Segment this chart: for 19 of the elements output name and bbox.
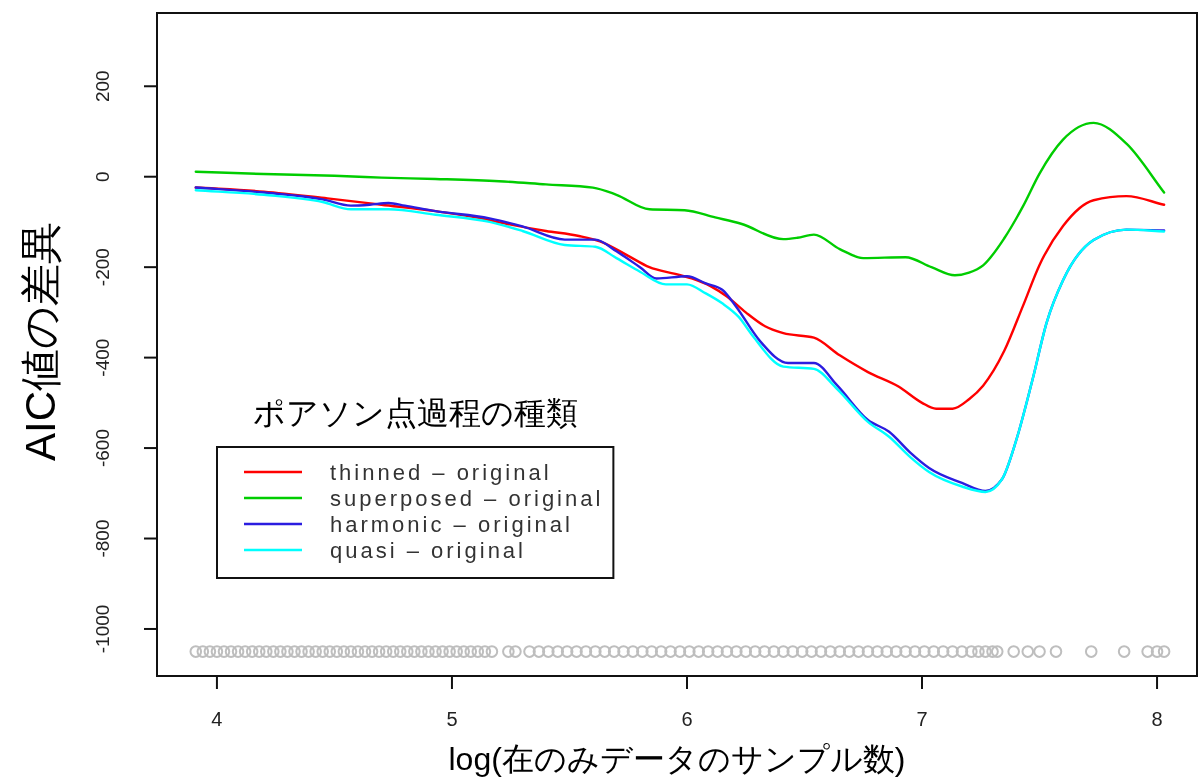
legend-label: quasi – original (330, 538, 526, 563)
x-tick-label: 5 (446, 708, 458, 730)
y-tick-label: 0 (92, 171, 113, 182)
x-tick-label: 4 (211, 708, 223, 730)
legend-label: harmonic – original (330, 512, 573, 537)
legend-label: thinned – original (330, 460, 552, 485)
y-label: AIC値の差異 (17, 222, 64, 461)
y-tick-label: 200 (92, 70, 113, 103)
y-tick-label: -600 (92, 429, 113, 468)
y-tick-label: -400 (92, 338, 113, 377)
x-tick-label: 7 (916, 708, 928, 730)
y-tick-label: -1000 (92, 604, 113, 654)
legend-label: superposed – original (330, 486, 604, 511)
x-tick-label: 6 (681, 708, 693, 730)
legend-title: ポアソン点過程の種類 (252, 395, 578, 431)
y-tick-label: -800 (92, 519, 113, 558)
y-tick-label: -200 (92, 248, 113, 287)
x-label: log(在のみデータのサンプル数) (448, 741, 906, 777)
x-tick-label: 8 (1151, 708, 1163, 730)
